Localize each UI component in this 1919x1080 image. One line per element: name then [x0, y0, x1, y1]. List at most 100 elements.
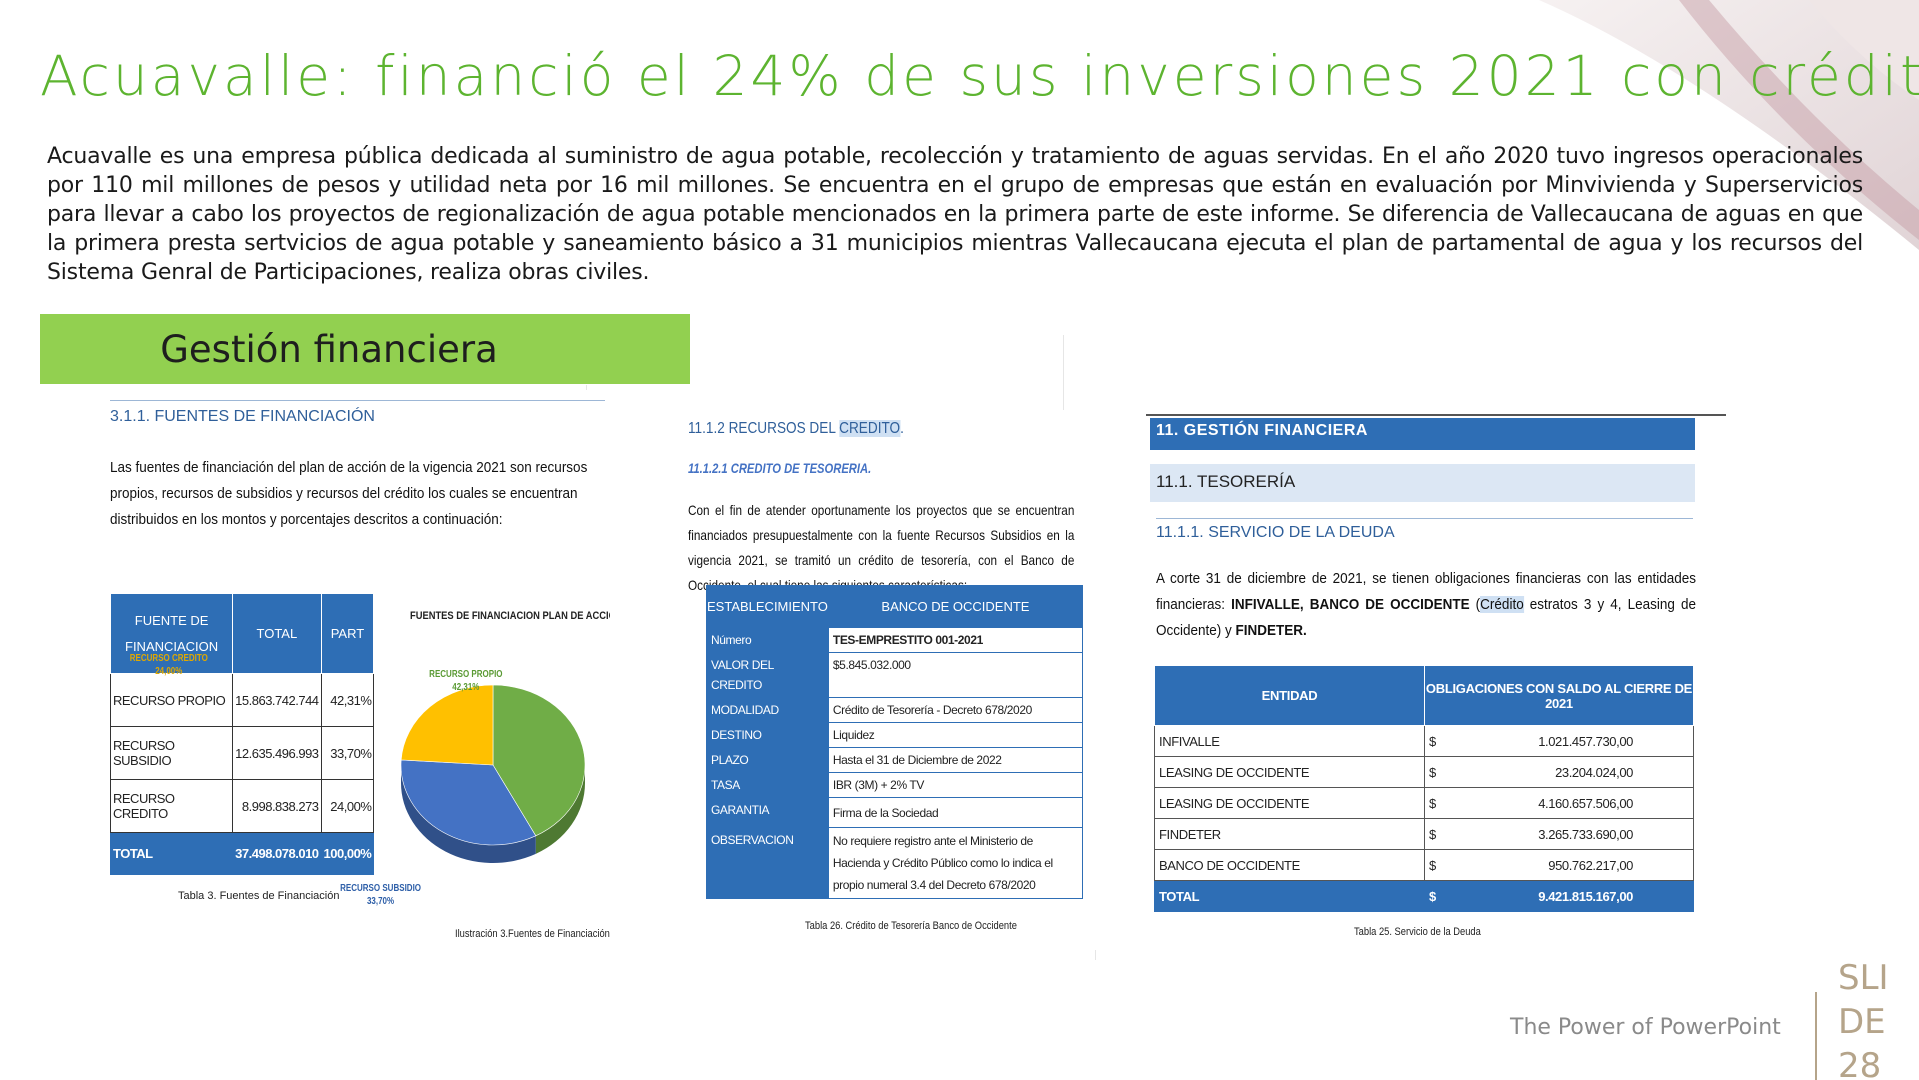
header-total: TOTAL	[232, 593, 322, 674]
table-caption: Tabla 26. Crédito de Tesorería Banco de …	[805, 920, 1017, 932]
table-row: RECURSO PROPIO 15.863.742.744 42,31%	[109, 673, 375, 727]
cell-entidad: LEASING DE OCCIDENTE	[1154, 787, 1425, 819]
header-entidad: ENTIDAD	[1154, 665, 1425, 726]
cell-part: 33,70%	[320, 726, 375, 780]
row-value: Hasta el 31 de Diciembre de 2022	[827, 747, 1084, 773]
cell-fuente: TOTAL	[109, 832, 234, 875]
row-key: PLAZO	[706, 747, 829, 773]
pie-label-name: RECURSO SUBSIDIO	[340, 883, 422, 894]
cell-currency: $	[1424, 849, 1455, 881]
pie-label-value: 24,00%	[155, 666, 183, 677]
pie-slice	[400, 759, 537, 846]
table-total-row: TOTAL $ 9.421.815.167,00	[1154, 880, 1694, 912]
table-total-row: TOTAL 37.498.078.010 100,00%	[109, 832, 375, 875]
pie-label-credito: RECURSO CREDITO 24,00%	[130, 652, 208, 678]
cell-part: 100,00%	[320, 832, 375, 875]
row-key: OBSERVACION	[706, 827, 829, 899]
slide-number-line: SLI	[1838, 958, 1889, 998]
slide-number-line: DE	[1838, 1002, 1886, 1042]
pie-label-name: RECURSO CREDITO	[129, 653, 208, 664]
row-value: Firma de la Sociedad	[827, 797, 1084, 828]
pie-label-value: 42,31%	[452, 682, 480, 693]
table-row: MODALIDAD Crédito de Tesorería - Decreto…	[706, 697, 1084, 723]
pie-chart-title: FUENTES DE FINANCIACION PLAN DE ACCION	[410, 610, 610, 622]
row-key: VALOR DEL CREDITO	[706, 652, 829, 698]
divider	[110, 400, 605, 401]
fuentes-table: FUENTE DE FINANCIACION TOTAL PART RECURS…	[109, 593, 375, 875]
table-caption: Tabla 25. Servicio de la Deuda	[1354, 926, 1481, 938]
heading-gestion-financiera: 11. GESTIÓN FINANCIERA	[1150, 418, 1695, 450]
cell-fuente: RECURSO SUBSIDIO	[109, 726, 234, 780]
deuda-table: ENTIDAD OBLIGACIONES CON SALDO AL CIERRE…	[1154, 665, 1694, 912]
cell-total: 15.863.742.744	[232, 673, 322, 727]
slide-title: Acuavalle: financió el 24% de sus invers…	[40, 44, 1919, 108]
section-banner-label: Gestión financiera	[160, 327, 498, 371]
cell-monto: 4.160.657.506,00	[1454, 787, 1694, 819]
panel-recursos-credito: 11.1.2 RECURSOS DEL CREDITO. 11.1.2.1 CR…	[680, 410, 1100, 950]
row-value: No requiere registro ante el Ministerio …	[827, 827, 1084, 899]
cell-currency: $	[1424, 818, 1455, 850]
divider	[1146, 414, 1726, 416]
para-bold: FINDETER.	[1235, 622, 1307, 639]
paragraph: Las fuentes de financiación del plan de …	[110, 459, 588, 528]
paragraph: A corte 31 de diciembre de 2021, se tien…	[1156, 566, 1696, 644]
cell-currency: $	[1424, 725, 1455, 757]
cell-part: 24,00%	[320, 779, 375, 833]
section-title: 11.1.2 RECURSOS DEL CREDITO.	[688, 420, 904, 438]
footer-divider	[1815, 992, 1817, 1080]
sub-title: 11.1.2.1 CREDITO DE TESORERIA.	[688, 460, 872, 476]
paragraph: Con el fin de atender oportunamente los …	[688, 502, 1075, 593]
heading-tesoreria: 11.1. TESORERÍA	[1150, 464, 1695, 502]
table-row: PLAZO Hasta el 31 de Diciembre de 2022	[706, 747, 1084, 773]
heading-servicio-deuda: 11.1.1. SERVICIO DE LA DEUDA	[1156, 524, 1395, 541]
table-header-row: ENTIDAD OBLIGACIONES CON SALDO AL CIERRE…	[1154, 665, 1694, 726]
pie-label-propio: RECURSO PROPIO 42,31%	[429, 668, 502, 694]
pie-slice-side	[535, 765, 585, 854]
table-row: RECURSO CREDITO 8.998.838.273 24,00%	[109, 779, 375, 833]
table-row: RECURSO SUBSIDIO 12.635.496.993 33,70%	[109, 726, 375, 780]
cell-monto: 950.762.217,00	[1454, 849, 1694, 881]
footer-text: The Power of PowerPoint	[1510, 1015, 1781, 1040]
cell-entidad: TOTAL	[1154, 880, 1425, 912]
section-title: 3.1.1. FUENTES DE FINANCIACIÓN	[110, 408, 375, 425]
credito-table: ESTABLECIMIENTO BANCO DE OCCIDENTE Númer…	[706, 585, 1084, 899]
row-key: Número	[706, 627, 829, 653]
cell-currency: $	[1424, 787, 1455, 819]
panel-gestion-financiera: 11. GESTIÓN FINANCIERA 11.1. TESORERÍA 1…	[1146, 412, 1726, 952]
row-key: MODALIDAD	[706, 697, 829, 723]
para-highlight: Crédito	[1480, 596, 1524, 613]
para-text: A corte 31 de diciembre de 2021, se tien…	[1156, 570, 1696, 613]
header-banco: BANCO DE OCCIDENTE	[827, 585, 1084, 628]
table-row: OBSERVACION No requiere registro ante el…	[706, 827, 1084, 899]
row-key: TASA	[706, 772, 829, 798]
cell-fuente: RECURSO CREDITO	[109, 779, 234, 833]
row-value: IBR (3M) + 2% TV	[827, 772, 1084, 798]
table-row: LEASING DE OCCIDENTE $ 4.160.657.506,00	[1154, 787, 1694, 819]
pie-slice	[400, 684, 494, 766]
figure-caption: Ilustración 3.Fuentes de Financiación	[455, 928, 610, 940]
section-title-end: .	[900, 420, 904, 437]
table-row: FINDETER $ 3.265.733.690,00	[1154, 818, 1694, 850]
slide-number: SLI DE 28	[1838, 956, 1898, 1080]
cell-monto: 1.021.457.730,00	[1454, 725, 1694, 757]
row-value: $5.845.032.000	[827, 652, 1084, 698]
cell-fuente: RECURSO PROPIO	[109, 673, 234, 727]
table-row: LEASING DE OCCIDENTE $ 23.204.024,00	[1154, 756, 1694, 788]
cell-monto: 23.204.024,00	[1454, 756, 1694, 788]
para-bold: INFIVALLE, BANCO DE OCCIDENTE	[1231, 596, 1470, 613]
table-row: INFIVALLE $ 1.021.457.730,00	[1154, 725, 1694, 757]
para-text: estratos 3 y 4, Leasing de Occidente) y	[1156, 596, 1696, 639]
divider	[1156, 518, 1693, 519]
cell-part: 42,31%	[320, 673, 375, 727]
table-header-row: FUENTE DE FINANCIACION TOTAL PART	[109, 593, 375, 674]
section-title-highlight: CREDITO	[839, 420, 901, 437]
row-value: Liquidez	[827, 722, 1084, 748]
cell-entidad: BANCO DE OCCIDENTE	[1154, 849, 1425, 881]
cell-entidad: INFIVALLE	[1154, 725, 1425, 757]
header-obligaciones: OBLIGACIONES CON SALDO AL CIERRE DE 2021	[1424, 665, 1694, 726]
cell-currency: $	[1424, 756, 1455, 788]
header-fuente: FUENTE DE FINANCIACION	[109, 593, 234, 674]
table-row: TASA IBR (3M) + 2% TV	[706, 772, 1084, 798]
panel-fuentes-financiacion: 3.1.1. FUENTES DE FINANCIACIÓN Las fuent…	[90, 390, 610, 960]
cell-entidad: FINDETER	[1154, 818, 1425, 850]
